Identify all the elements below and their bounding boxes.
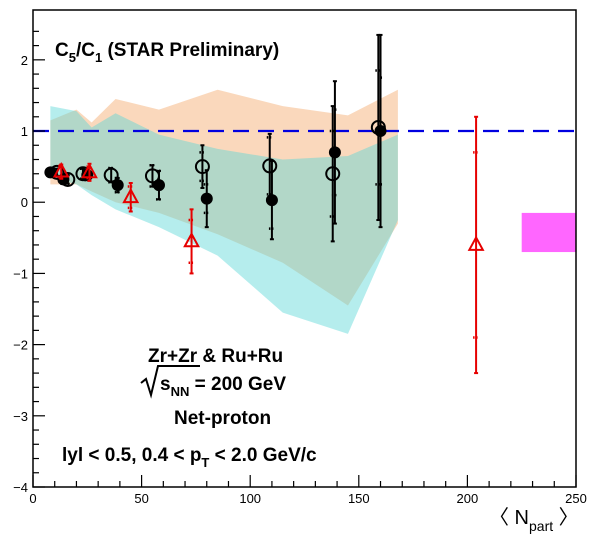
annotation-line4-sub: T — [201, 455, 209, 470]
data-point-open-circle — [194, 144, 210, 189]
x-tick-label: 150 — [348, 491, 370, 506]
y-tick-label: −2 — [13, 338, 28, 353]
x-tick-label: 50 — [134, 491, 148, 506]
data-point-open-triangle — [122, 182, 140, 213]
data-point-open-triangle — [81, 162, 98, 182]
data-point-open-triangle — [52, 162, 70, 180]
x-tick-label: 100 — [239, 491, 261, 506]
model-bands — [50, 89, 398, 334]
title-sub1: 5 — [69, 50, 76, 65]
marker-open-circle — [370, 119, 386, 135]
marker-open-triangle — [81, 162, 98, 179]
data-point-open-circle — [262, 132, 278, 199]
title-main: C — [55, 40, 69, 61]
data-point-open-circle — [370, 33, 386, 222]
marker-filled-circle — [200, 192, 213, 205]
data-point-open-circle — [144, 163, 160, 188]
sqrt-symbol — [140, 365, 200, 399]
title-mid: /C — [76, 40, 95, 61]
marker-filled-circle — [265, 194, 278, 207]
x-tick-label: 200 — [457, 491, 479, 506]
data-point-open-circle — [103, 166, 119, 184]
xlabel-sub: part — [529, 518, 553, 534]
model-band-2 — [50, 106, 398, 334]
marker-filled-circle — [111, 179, 124, 192]
data-point-open-triangle — [183, 208, 200, 275]
annotation-line4: lyl < 0.5, 0.4 < pT < 2.0 GeV/c — [62, 445, 317, 470]
annotation-s: s — [160, 374, 171, 395]
data-point-open-circle — [325, 105, 341, 243]
marker-open-circle — [262, 158, 278, 174]
data-point-open-triangle — [467, 115, 485, 375]
y-tick-label: 2 — [21, 53, 28, 68]
y-tick-label: −3 — [13, 409, 28, 424]
marker-open-circle — [49, 164, 65, 180]
title-tail: (STAR Preliminary) — [102, 40, 279, 61]
xlabel-open: 〈 N — [489, 507, 529, 529]
model-band-1 — [50, 89, 398, 306]
y-axis-ticks: −4 −3 −2 −1 0 1 2 — [13, 30, 45, 495]
systematic-box — [521, 212, 576, 253]
annotation-line2: sNN = 200 GeV — [140, 365, 286, 399]
x-tick-label: 0 — [29, 491, 36, 506]
annotation-line1: Zr+Zr & Ru+Ru — [148, 346, 283, 367]
data-point-filled-circle — [111, 176, 124, 194]
xlabel-close: 〉 — [553, 507, 579, 529]
title-sub2: 1 — [95, 50, 102, 65]
marker-open-triangle — [122, 187, 140, 204]
y-tick-label: −1 — [13, 266, 28, 281]
marker-open-circle — [144, 168, 160, 184]
y-tick-label: −4 — [13, 480, 28, 495]
chart-title: C5/C1 (STAR Preliminary) — [55, 40, 279, 65]
data-points — [44, 33, 485, 375]
data-point-filled-circle — [200, 169, 213, 229]
x-axis-label: 〈 Npart 〉 — [489, 507, 579, 534]
systematic-box-rect — [521, 212, 576, 253]
marker-open-triangle — [467, 235, 485, 251]
y-tick-label: 1 — [21, 124, 28, 139]
marker-open-circle — [194, 159, 210, 175]
annotation-s-tail: = 200 GeV — [189, 374, 286, 395]
plot-frame — [32, 9, 577, 488]
marker-open-triangle — [52, 162, 70, 178]
x-tick-label: 250 — [565, 491, 587, 506]
annotation-line4-tail: < 2.0 GeV/c — [209, 445, 317, 466]
marker-open-triangle — [183, 231, 200, 248]
x-axis-ticks: 0 50 100 150 200 250 — [29, 475, 587, 506]
annotation-line4-pre: lyl < 0.5, 0.4 < p — [62, 445, 201, 466]
annotation-s-sub: NN — [171, 384, 190, 399]
marker-filled-circle — [328, 146, 341, 159]
marker-open-circle — [103, 167, 119, 183]
marker-open-circle — [325, 166, 341, 182]
svg-text:sNN = 200 GeV: sNN = 200 GeV — [160, 374, 286, 399]
annotation-line3: Net-proton — [174, 408, 271, 429]
y-tick-label: 0 — [21, 195, 28, 210]
